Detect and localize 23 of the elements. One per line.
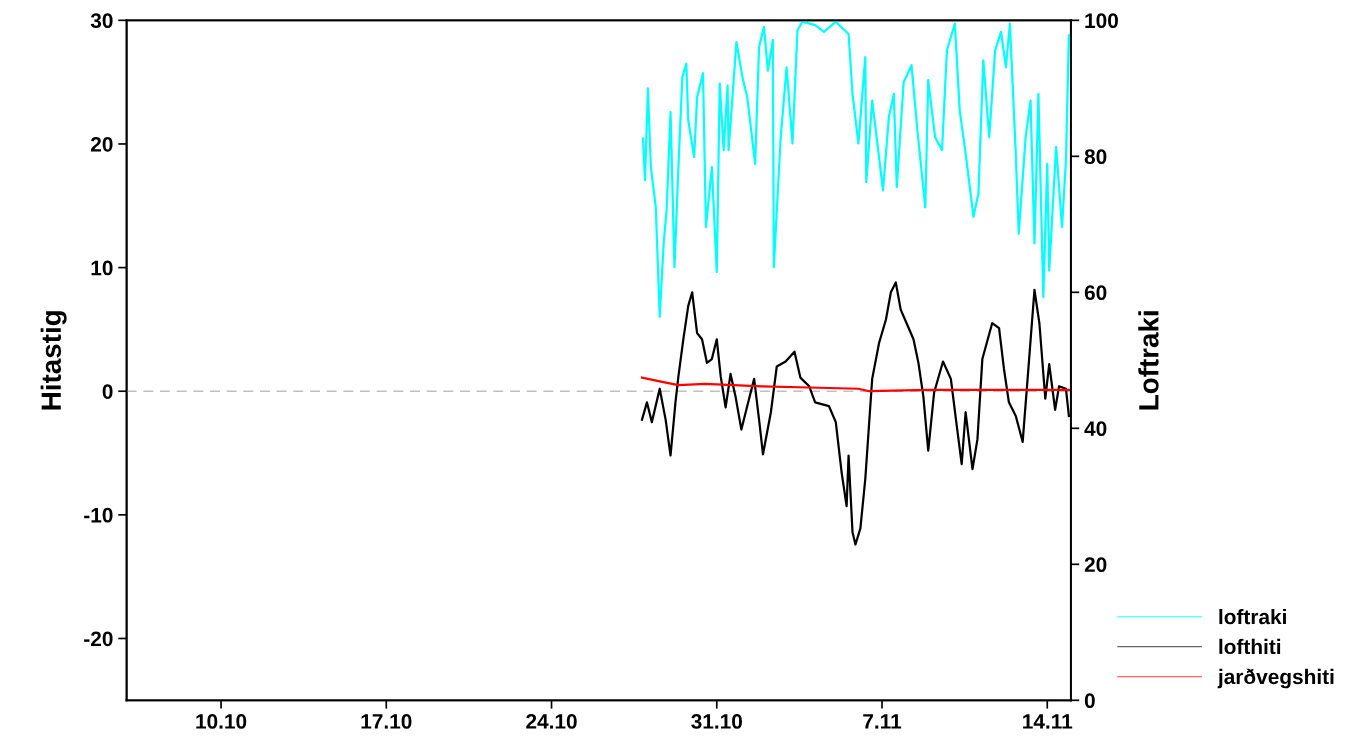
y-tick-label: -20 xyxy=(84,631,113,647)
x-tick-label: 14.11 xyxy=(1023,714,1073,729)
x-tick-label: 17.10 xyxy=(361,714,412,729)
legend-label: lofthiti xyxy=(1219,638,1281,655)
y-tick-label: 20 xyxy=(90,136,113,152)
y-tick-label: 30 xyxy=(90,13,113,29)
y2-tick-label: 60 xyxy=(1084,285,1107,301)
y2-tick-label: 80 xyxy=(1084,149,1107,165)
legend-label: jarðvegshiti xyxy=(1217,668,1334,689)
x-tick-label: 31.10 xyxy=(691,714,742,729)
y2-tick-label: 100 xyxy=(1085,13,1118,29)
y2-axis-title: Loftraki xyxy=(1138,311,1159,410)
x-tick-label: 7.11 xyxy=(863,714,902,729)
legend-label: loftraki xyxy=(1219,608,1286,625)
y-tick-label: 0 xyxy=(102,384,113,399)
y-tick-label: -10 xyxy=(84,507,113,523)
y-tick-label: 10 xyxy=(91,260,113,276)
x-tick-label: 10.10 xyxy=(196,714,247,729)
x-tick-label: 24.10 xyxy=(526,714,577,729)
y2-tick-label: 0 xyxy=(1084,693,1095,709)
y2-tick-label: 40 xyxy=(1084,421,1107,437)
y2-tick-label: 20 xyxy=(1084,557,1107,573)
y-axis-title: Hitastig xyxy=(40,311,67,410)
